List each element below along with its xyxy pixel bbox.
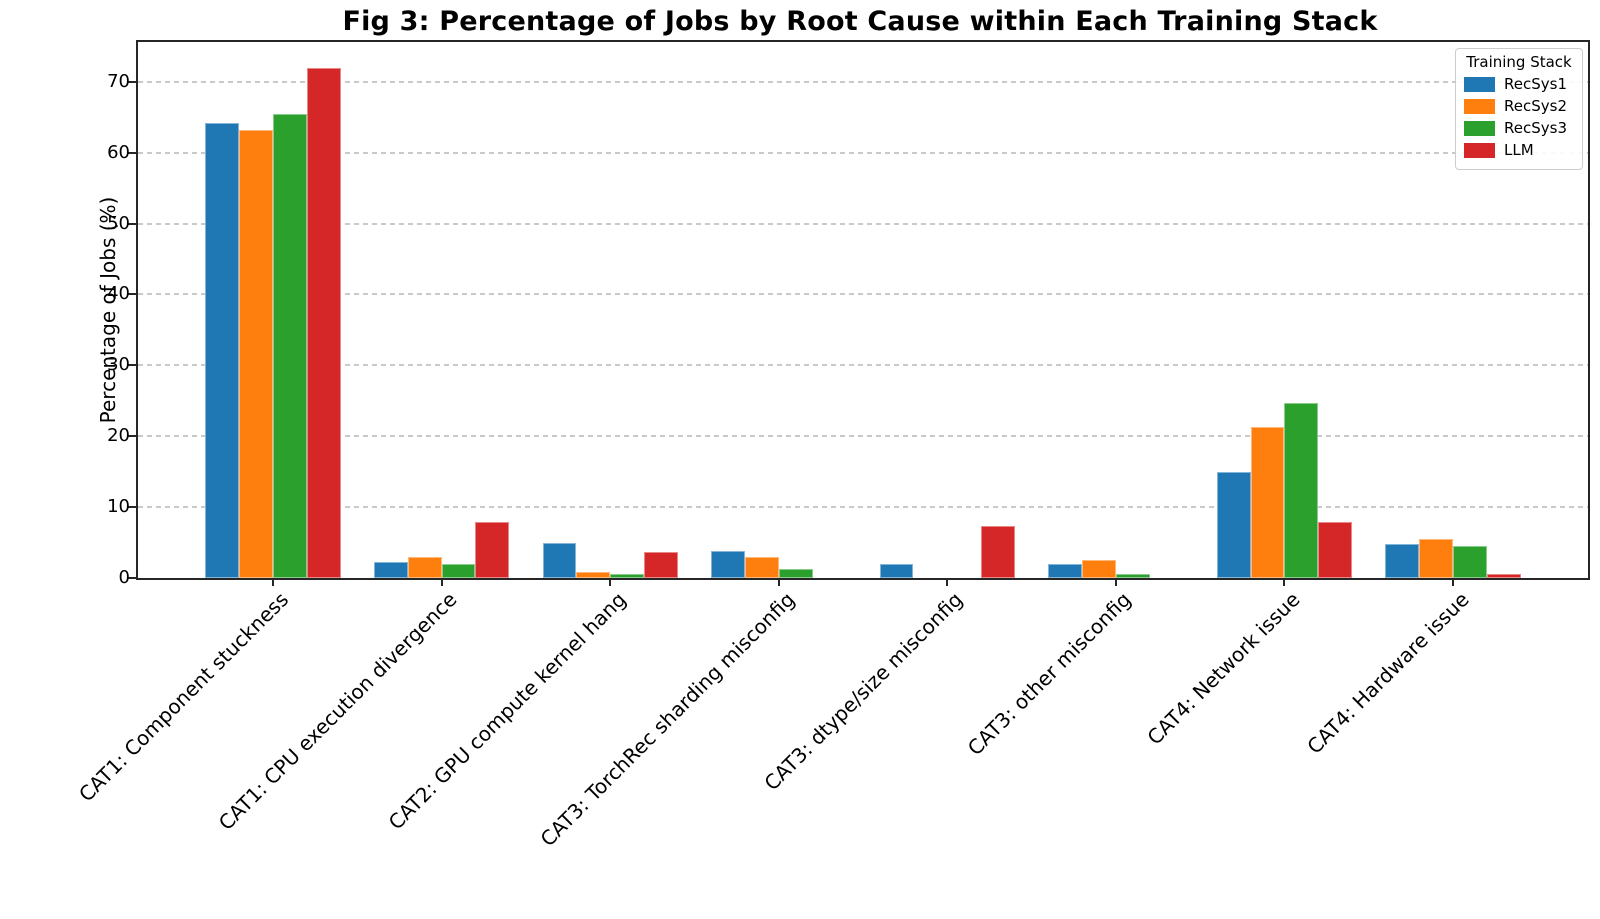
y-tick-label: 20 bbox=[107, 425, 130, 447]
legend-label: RecSys3 bbox=[1504, 119, 1567, 137]
bar-recsys2-6 bbox=[1250, 426, 1285, 578]
bar-recsys2-2 bbox=[576, 572, 611, 578]
bar-recsys1-1 bbox=[373, 561, 408, 578]
y-tick-label: 50 bbox=[107, 212, 130, 234]
x-tick-mark bbox=[946, 580, 949, 586]
bar-recsys3-3 bbox=[778, 568, 813, 578]
bar-recsys2-3 bbox=[744, 557, 779, 578]
legend-items: RecSys1 RecSys2 RecSys3 LLM bbox=[1464, 75, 1574, 159]
y-tick-label: 40 bbox=[107, 283, 130, 305]
y-tick-mark bbox=[127, 293, 136, 296]
y-tick-mark bbox=[127, 506, 136, 509]
legend-swatch-icon bbox=[1464, 142, 1495, 158]
bar-llm-7 bbox=[1486, 574, 1521, 578]
x-tick-mark bbox=[1114, 580, 1117, 586]
bar-recsys3-7 bbox=[1453, 546, 1487, 578]
bar-llm-2 bbox=[643, 552, 678, 578]
x-tick-mark bbox=[272, 580, 274, 586]
y-tick-mark bbox=[127, 151, 136, 154]
bar-recsys2-7 bbox=[1419, 539, 1453, 578]
legend-item-recsys2: RecSys2 bbox=[1464, 97, 1574, 115]
bar-recsys2-1 bbox=[407, 556, 442, 578]
bar-llm-0 bbox=[306, 67, 341, 578]
y-tick-label: 60 bbox=[107, 141, 130, 163]
bar-recsys3-0 bbox=[273, 113, 307, 578]
bar-recsys2-5 bbox=[1082, 559, 1116, 578]
bar-recsys1-2 bbox=[542, 542, 577, 578]
legend-label: RecSys1 bbox=[1504, 75, 1567, 93]
legend-swatch-icon bbox=[1464, 76, 1495, 92]
x-tick-mark bbox=[1283, 580, 1286, 586]
gridline bbox=[138, 435, 1588, 438]
y-tick-mark bbox=[127, 222, 136, 225]
x-tick-mark bbox=[1452, 580, 1454, 586]
bar-recsys1-7 bbox=[1385, 543, 1420, 578]
bar-llm-6 bbox=[1318, 522, 1353, 578]
y-tick-mark bbox=[127, 80, 136, 83]
bar-recsys1-5 bbox=[1048, 563, 1083, 578]
gridline bbox=[138, 293, 1588, 296]
y-tick-mark bbox=[127, 435, 136, 438]
legend-item-llm: LLM bbox=[1464, 141, 1574, 159]
legend-item-recsys1: RecSys1 bbox=[1464, 75, 1574, 93]
x-tick-label: CAT4: Hardware issue bbox=[1301, 587, 1474, 759]
bar-recsys1-3 bbox=[711, 551, 745, 578]
gridline bbox=[138, 506, 1588, 509]
plot-canvas bbox=[138, 42, 1588, 578]
gridline bbox=[138, 222, 1588, 225]
x-tick-label: CAT4: Network issue bbox=[1142, 587, 1305, 750]
legend-label: LLM bbox=[1504, 141, 1534, 159]
legend: Training Stack RecSys1 RecSys2 RecSys3 LLM bbox=[1455, 48, 1583, 170]
gridline bbox=[138, 151, 1588, 154]
legend-item-recsys3: RecSys3 bbox=[1464, 119, 1574, 137]
bar-llm-1 bbox=[475, 522, 510, 578]
bar-recsys2-0 bbox=[239, 129, 273, 578]
bar-recsys1-0 bbox=[205, 122, 240, 578]
y-tick-label: 0 bbox=[118, 567, 130, 588]
x-tick-mark bbox=[609, 580, 612, 586]
legend-label: RecSys2 bbox=[1504, 97, 1567, 115]
legend-title: Training Stack bbox=[1466, 53, 1572, 71]
bar-recsys1-4 bbox=[879, 563, 914, 578]
legend-swatch-icon bbox=[1464, 98, 1495, 114]
x-tick-label: CAT3: dtype/size misconfig bbox=[759, 587, 968, 796]
x-tick-label: CAT3: other misconfig bbox=[963, 587, 1137, 761]
y-tick-mark bbox=[127, 364, 136, 367]
y-tick-label: 10 bbox=[107, 496, 130, 518]
bar-recsys3-1 bbox=[441, 563, 476, 578]
x-tick-mark bbox=[777, 580, 780, 586]
bar-llm-4 bbox=[981, 525, 1015, 578]
bar-recsys3-6 bbox=[1284, 402, 1319, 578]
y-tick-mark bbox=[127, 577, 136, 579]
x-tick-mark bbox=[440, 580, 443, 586]
y-tick-label: 30 bbox=[107, 354, 130, 376]
gridline bbox=[138, 80, 1588, 83]
y-tick-label: 70 bbox=[107, 70, 130, 92]
gridline bbox=[138, 364, 1588, 367]
chart-title: Fig 3: Percentage of Jobs by Root Cause … bbox=[342, 6, 1378, 37]
bar-recsys3-2 bbox=[610, 574, 644, 578]
bar-recsys3-5 bbox=[1115, 574, 1150, 578]
plot-area bbox=[136, 40, 1590, 580]
legend-swatch-icon bbox=[1464, 120, 1495, 136]
bar-recsys1-6 bbox=[1216, 472, 1251, 578]
